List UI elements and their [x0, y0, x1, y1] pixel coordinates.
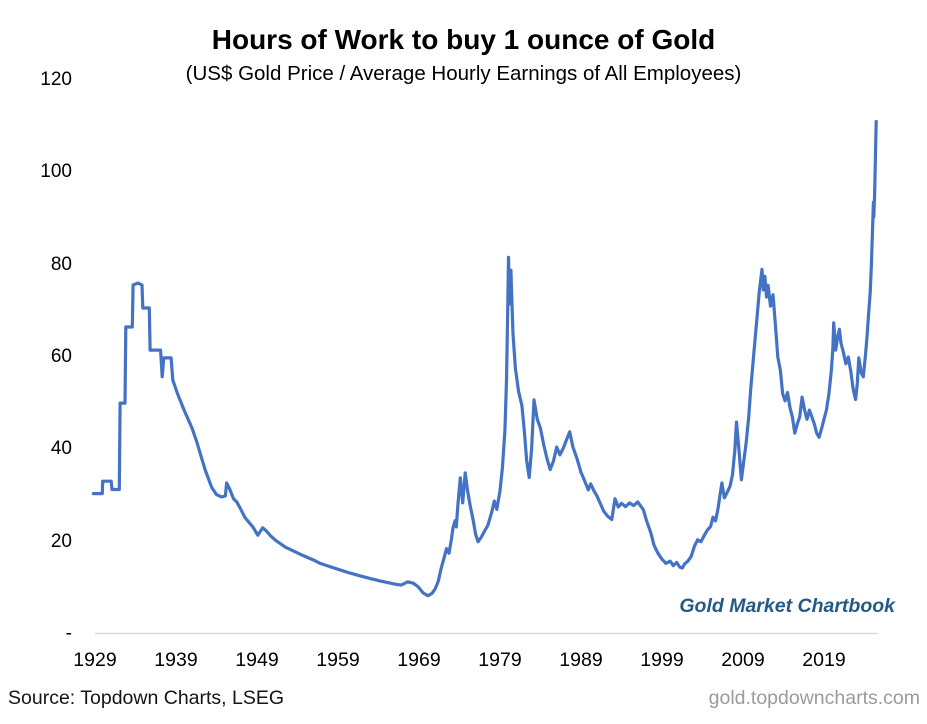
chart-subtitle: (US$ Gold Price / Average Hourly Earning… — [185, 62, 742, 85]
chart-title: Hours of Work to buy 1 ounce of Gold — [211, 24, 716, 55]
source-attribution: Source: Topdown Charts, LSEG — [8, 687, 285, 709]
x-axis-tick-label: 1929 — [73, 649, 117, 671]
x-axis-tick-label: 1959 — [316, 649, 360, 671]
x-axis-tick-label: 1939 — [154, 649, 198, 671]
y-axis-tick-label: 40 — [50, 438, 72, 460]
x-axis-tick-label: 1999 — [640, 649, 684, 671]
x-axis-tick-label: 1969 — [397, 649, 441, 671]
y-axis-tick-label: 20 — [50, 530, 72, 552]
y-axis-tick-label: 80 — [50, 253, 72, 275]
x-axis-tick-label: 1979 — [478, 649, 522, 671]
y-axis-tick-label: - — [65, 623, 72, 644]
y-axis-tick-label: 120 — [40, 68, 72, 90]
x-axis-tick-label: 2019 — [802, 649, 846, 671]
y-axis-tick-label: 100 — [40, 161, 72, 183]
watermark-gold-market-chartbook: Gold Market Chartbook — [679, 595, 895, 617]
x-axis-tick-label: 1949 — [235, 649, 279, 671]
gold-hours-line-series — [91, 119, 878, 598]
x-axis-tick-label: 2009 — [721, 649, 765, 671]
website-url: gold.topdowncharts.com — [708, 687, 920, 709]
x-axis-tick-label: 1989 — [559, 649, 603, 671]
y-axis-tick-label: 60 — [50, 345, 72, 367]
